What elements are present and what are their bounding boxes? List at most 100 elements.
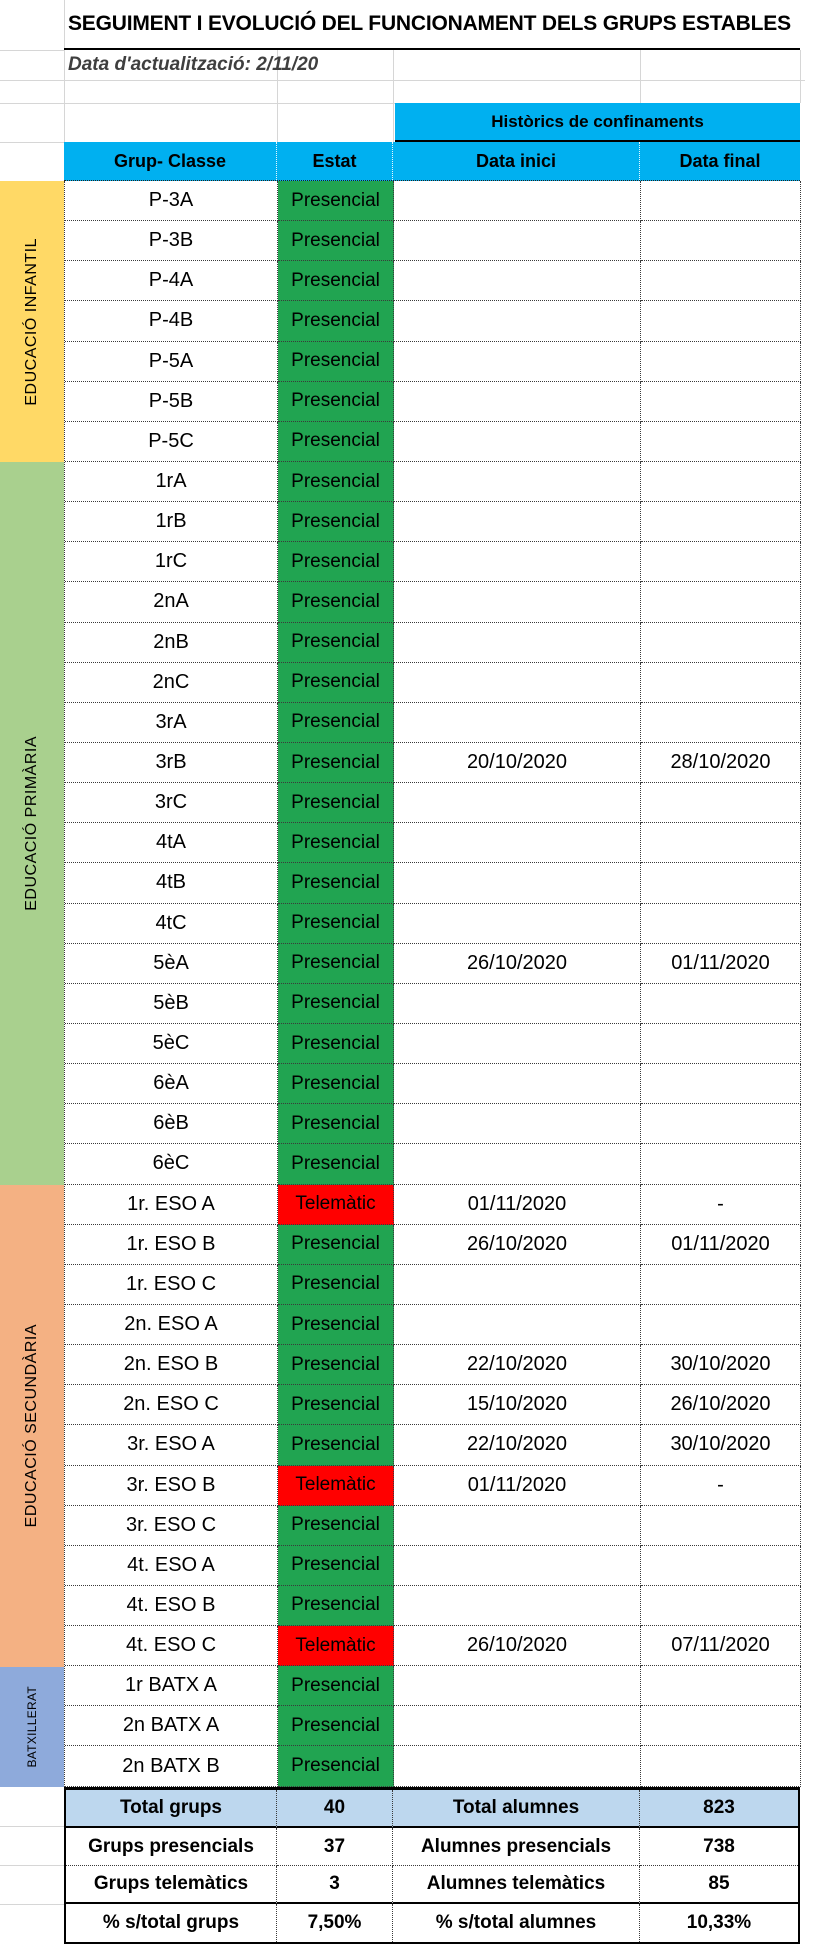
group-cell[interactable]: 3r. ESO C: [65, 1505, 278, 1546]
summary-right-value[interactable]: 738: [640, 1828, 798, 1866]
group-cell[interactable]: 1r BATX A: [65, 1666, 278, 1707]
start-date-cell[interactable]: [394, 421, 641, 462]
status-cell[interactable]: Presencial: [278, 1545, 394, 1586]
start-date-cell[interactable]: 26/10/2020: [394, 1626, 641, 1667]
group-cell[interactable]: P-3B: [65, 221, 278, 262]
start-date-cell[interactable]: [394, 1304, 641, 1346]
group-cell[interactable]: 4tC: [65, 903, 278, 944]
start-date-cell[interactable]: [394, 1505, 641, 1546]
status-cell[interactable]: Presencial: [278, 542, 394, 583]
status-cell[interactable]: Presencial: [278, 983, 394, 1024]
group-cell[interactable]: 4t. ESO A: [65, 1545, 278, 1586]
end-date-cell[interactable]: [641, 341, 801, 382]
start-date-cell[interactable]: [394, 261, 641, 302]
summary-left-label[interactable]: Grups presencials: [66, 1828, 277, 1866]
end-date-cell[interactable]: [641, 783, 801, 824]
end-date-cell[interactable]: [641, 582, 801, 623]
col-header-start-date[interactable]: Data inici: [393, 142, 640, 180]
status-cell[interactable]: Presencial: [278, 622, 394, 663]
group-cell[interactable]: 4tA: [65, 823, 278, 864]
group-cell[interactable]: 6èA: [65, 1064, 278, 1105]
start-date-cell[interactable]: [394, 1023, 641, 1065]
status-cell[interactable]: Presencial: [278, 421, 394, 462]
start-date-cell[interactable]: [394, 582, 641, 623]
summary-right-label[interactable]: Alumnes presencials: [393, 1828, 640, 1866]
status-cell[interactable]: Presencial: [278, 1706, 394, 1747]
start-date-cell[interactable]: 20/10/2020: [394, 742, 641, 784]
status-cell[interactable]: Telemàtic: [278, 1184, 394, 1225]
group-cell[interactable]: 3rA: [65, 702, 278, 743]
end-date-cell[interactable]: [641, 1023, 801, 1065]
status-cell[interactable]: Presencial: [278, 662, 394, 703]
end-date-cell[interactable]: [641, 421, 801, 462]
end-date-cell[interactable]: [641, 983, 801, 1024]
start-date-cell[interactable]: [394, 783, 641, 824]
end-date-cell[interactable]: [641, 261, 801, 302]
status-cell[interactable]: Presencial: [278, 341, 394, 382]
end-date-cell[interactable]: [641, 1505, 801, 1546]
summary-right-label[interactable]: Alumnes telemàtics: [393, 1866, 640, 1904]
status-cell[interactable]: Presencial: [278, 702, 394, 743]
end-date-cell[interactable]: [641, 381, 801, 422]
group-cell[interactable]: 6èB: [65, 1104, 278, 1145]
group-cell[interactable]: 6èC: [65, 1144, 278, 1185]
status-cell[interactable]: Presencial: [278, 221, 394, 262]
summary-left-value[interactable]: 37: [277, 1828, 393, 1866]
status-cell[interactable]: Presencial: [278, 1064, 394, 1105]
col-header-group[interactable]: Grup- Classe: [64, 142, 277, 180]
status-cell[interactable]: Presencial: [278, 301, 394, 342]
group-cell[interactable]: 2n. ESO B: [65, 1345, 278, 1386]
summary-right-value[interactable]: 823: [640, 1790, 798, 1828]
status-cell[interactable]: Presencial: [278, 461, 394, 503]
end-date-cell[interactable]: [641, 1144, 801, 1185]
start-date-cell[interactable]: [394, 622, 641, 663]
group-cell[interactable]: 2nB: [65, 622, 278, 663]
start-date-cell[interactable]: 26/10/2020: [394, 943, 641, 984]
start-date-cell[interactable]: [394, 983, 641, 1024]
status-cell[interactable]: Presencial: [278, 1264, 394, 1305]
end-date-cell[interactable]: [641, 1064, 801, 1105]
end-date-cell[interactable]: [641, 502, 801, 543]
status-cell[interactable]: Presencial: [278, 1425, 394, 1466]
end-date-cell[interactable]: -: [641, 1465, 801, 1506]
status-cell[interactable]: Presencial: [278, 1585, 394, 1627]
status-cell[interactable]: Telemàtic: [278, 1626, 394, 1667]
end-date-cell[interactable]: [641, 1706, 801, 1747]
start-date-cell[interactable]: [394, 1545, 641, 1586]
status-cell[interactable]: Presencial: [278, 943, 394, 984]
end-date-cell[interactable]: [641, 1585, 801, 1627]
end-date-cell[interactable]: [641, 823, 801, 864]
group-cell[interactable]: 2nA: [65, 582, 278, 623]
status-cell[interactable]: Presencial: [278, 261, 394, 302]
summary-right-label[interactable]: Total alumnes: [393, 1790, 640, 1828]
start-date-cell[interactable]: [394, 863, 641, 904]
group-cell[interactable]: 1r. ESO B: [65, 1224, 278, 1265]
group-cell[interactable]: 5èB: [65, 983, 278, 1024]
group-cell[interactable]: 1rC: [65, 542, 278, 583]
status-cell[interactable]: Presencial: [278, 1224, 394, 1265]
group-cell[interactable]: 5èA: [65, 943, 278, 984]
end-date-cell[interactable]: 01/11/2020: [641, 1224, 801, 1265]
group-cell[interactable]: 3r. ESO A: [65, 1425, 278, 1466]
summary-left-value[interactable]: 40: [277, 1790, 393, 1828]
summary-right-label[interactable]: % s/total alumnes: [393, 1904, 640, 1942]
group-cell[interactable]: P-3A: [65, 181, 278, 222]
start-date-cell[interactable]: [394, 1666, 641, 1707]
group-cell[interactable]: 2nC: [65, 662, 278, 703]
end-date-cell[interactable]: 26/10/2020: [641, 1385, 801, 1426]
start-date-cell[interactable]: [394, 461, 641, 503]
group-cell[interactable]: 4tB: [65, 863, 278, 904]
status-cell[interactable]: Presencial: [278, 1666, 394, 1707]
start-date-cell[interactable]: 01/11/2020: [394, 1184, 641, 1225]
summary-left-value[interactable]: 7,50%: [277, 1904, 393, 1942]
end-date-cell[interactable]: 28/10/2020: [641, 742, 801, 784]
start-date-cell[interactable]: 22/10/2020: [394, 1425, 641, 1466]
end-date-cell[interactable]: [641, 903, 801, 944]
summary-left-label[interactable]: Total grups: [66, 1790, 277, 1828]
start-date-cell[interactable]: [394, 1264, 641, 1305]
start-date-cell[interactable]: [394, 903, 641, 944]
end-date-cell[interactable]: 30/10/2020: [641, 1345, 801, 1386]
start-date-cell[interactable]: 15/10/2020: [394, 1385, 641, 1426]
end-date-cell[interactable]: -: [641, 1184, 801, 1225]
group-cell[interactable]: P-5A: [65, 341, 278, 382]
